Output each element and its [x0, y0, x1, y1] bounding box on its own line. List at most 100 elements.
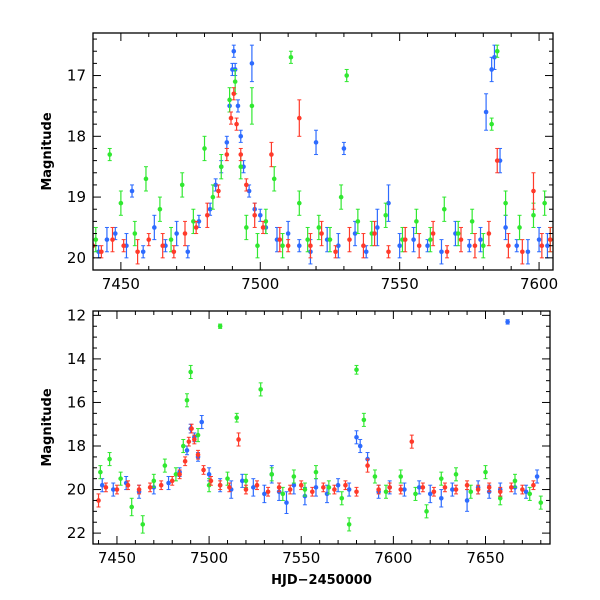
data-point [411, 226, 416, 253]
series-0 [99, 319, 540, 515]
data-point [520, 484, 525, 495]
data-point [269, 467, 275, 482]
x-tick-label: 7600 [374, 549, 412, 567]
data-point [238, 147, 244, 162]
data-point [263, 208, 269, 235]
data-point [147, 482, 153, 493]
data-point [151, 473, 157, 488]
data-point [193, 220, 199, 235]
data-point [409, 434, 415, 449]
data-point [520, 239, 525, 265]
data-point [169, 475, 175, 486]
y-tick-label: 18 [67, 127, 86, 145]
data-point [280, 486, 286, 501]
data-point [160, 233, 165, 259]
data-point [191, 208, 196, 235]
data-point [398, 484, 404, 495]
data-point [372, 469, 378, 484]
data-point [238, 129, 244, 143]
data-point [332, 484, 337, 495]
data-point [135, 239, 140, 265]
data-point [383, 202, 389, 228]
plot-frame [92, 310, 551, 545]
data-point [478, 226, 483, 253]
data-point [118, 190, 124, 216]
data-point [265, 486, 271, 497]
data-point [506, 233, 511, 259]
data-point [297, 99, 302, 137]
data-point [539, 233, 545, 259]
x-tick-label: 7500 [241, 275, 279, 293]
data-point [205, 202, 210, 228]
data-point [494, 44, 500, 58]
data-point [357, 438, 363, 454]
data-point [228, 111, 234, 125]
data-point [146, 233, 152, 247]
data-point [402, 226, 408, 253]
data-point [424, 504, 429, 519]
data-point [527, 486, 533, 501]
data-point [227, 482, 232, 493]
data-point [313, 478, 319, 497]
data-point [208, 475, 214, 486]
x-tick-label: 7550 [282, 549, 320, 567]
data-point [255, 233, 260, 259]
data-point [114, 484, 120, 495]
data-point [285, 239, 291, 253]
x-tick-label: 7500 [190, 549, 228, 567]
data-point [428, 226, 433, 253]
data-point [472, 233, 478, 259]
data-point [497, 486, 503, 497]
data-point [309, 486, 315, 497]
data-point [427, 484, 433, 504]
data-point [257, 208, 263, 222]
data-point [414, 208, 419, 235]
data-point [121, 239, 126, 253]
data-point [525, 239, 531, 265]
data-point [243, 484, 249, 495]
data-point [386, 184, 391, 222]
data-point [118, 471, 123, 486]
data-point [171, 245, 177, 259]
data-point [107, 147, 113, 162]
data-point [503, 190, 508, 216]
data-point [517, 214, 522, 241]
data-point [234, 412, 240, 423]
y-tick-label: 18 [67, 437, 86, 455]
data-point [269, 141, 274, 168]
data-point [416, 480, 422, 495]
data-point [387, 482, 392, 493]
data-layer [93, 44, 553, 265]
data-point [321, 482, 326, 493]
data-point [202, 135, 207, 162]
data-point [376, 484, 381, 495]
data-point [354, 430, 359, 445]
data-point [313, 465, 319, 480]
data-point [402, 482, 407, 497]
series-1 [93, 44, 553, 259]
data-point [352, 220, 358, 247]
data-point [287, 484, 293, 495]
data-point [538, 495, 544, 510]
data-point [162, 458, 168, 473]
data-point [173, 467, 179, 482]
x-tick-label: 7600 [520, 275, 558, 293]
data-point [547, 226, 553, 253]
data-point [305, 226, 310, 253]
series-2 [93, 87, 553, 265]
data-point [180, 438, 186, 454]
data-point [455, 220, 461, 247]
data-point [431, 486, 437, 497]
data-point [249, 87, 255, 125]
plot-frame [92, 32, 554, 271]
x-tick-label: 7650 [466, 549, 504, 567]
data-point [316, 214, 322, 241]
data-point [531, 172, 536, 210]
data-point [210, 184, 216, 210]
data-point [195, 449, 201, 460]
data-point [249, 44, 255, 83]
data-point [361, 233, 366, 259]
data-point [192, 434, 197, 445]
data-point [231, 44, 237, 58]
data-point [140, 245, 146, 259]
